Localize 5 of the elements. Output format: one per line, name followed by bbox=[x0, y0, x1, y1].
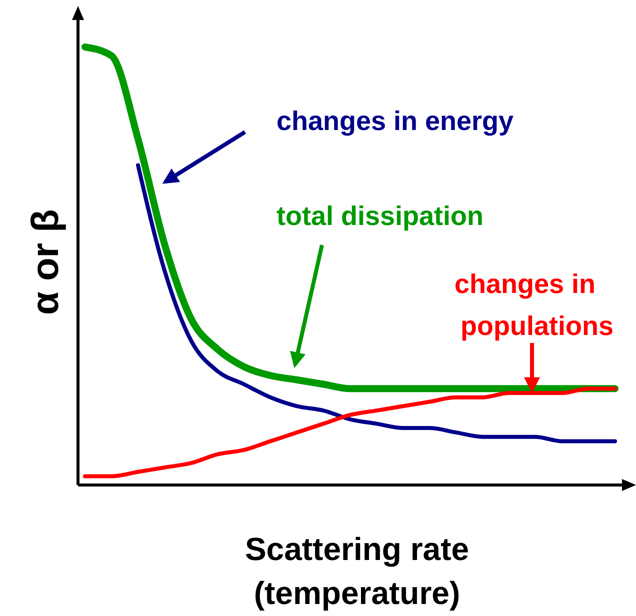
text: changes in energy bbox=[276, 106, 514, 136]
x-axis-title: Scattering rate (temperature) bbox=[244, 531, 470, 611]
series-label: changes in populations bbox=[454, 269, 614, 341]
y-axis-title: α or β bbox=[25, 209, 67, 315]
text: total dissipation bbox=[276, 201, 484, 231]
